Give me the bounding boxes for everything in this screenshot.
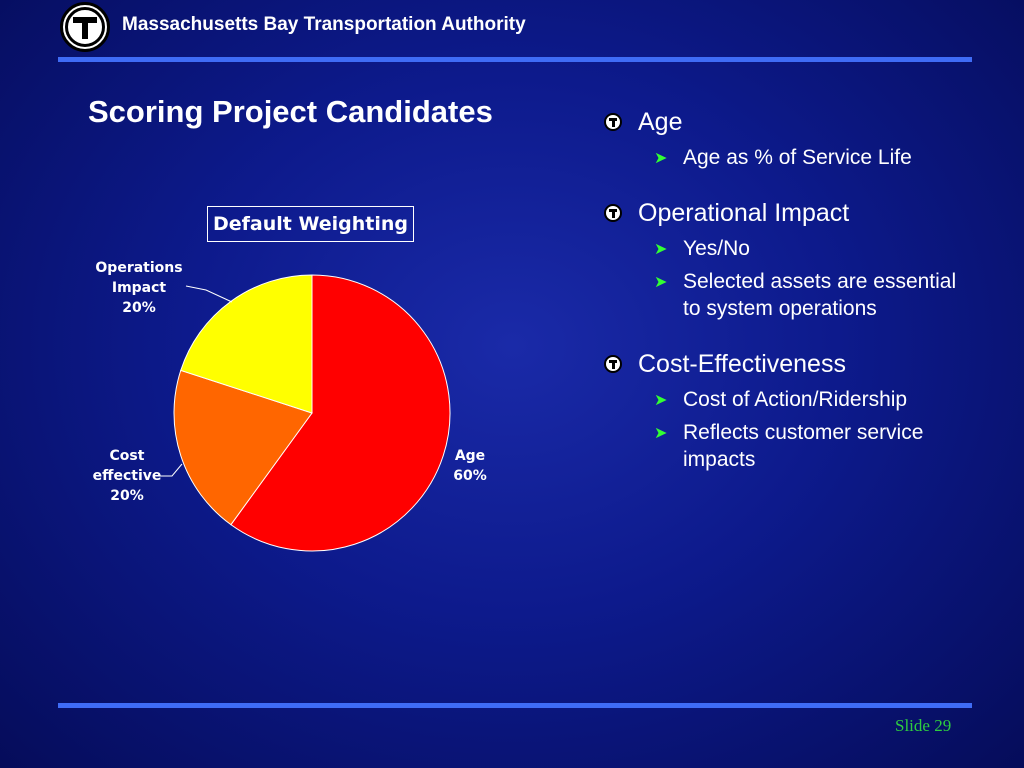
age-label-line1: Age [454,448,486,464]
ops-label-line1: Operations [95,260,183,276]
arrow-bullet-icon: ➤ [654,423,668,442]
age-label-pct: 60% [453,468,487,484]
bullet-label: Cost-Effectiveness [638,350,846,378]
sub-bullet: ➤ Cost of Action/Ridership [604,386,964,413]
ops-leader-line [185,285,233,303]
bullet-list: Age ➤ Age as % of Service Life Operation… [604,106,964,473]
sub-bullet-text: Age as % of Service Life [683,146,912,169]
bullet-operational-impact: Operational Impact [604,197,964,229]
arrow-bullet-icon: ➤ [654,272,668,291]
pie-slice-age [230,274,451,552]
sub-bullet: ➤ Selected assets are essential to syste… [604,268,964,322]
cost-label-line1: Cost [109,448,145,464]
chart-title: Default Weighting [207,206,415,242]
arrow-bullet-icon: ➤ [654,148,668,167]
pie-slice-operations-impact [180,274,313,414]
sub-bullet: ➤ Reflects customer service impacts [604,419,964,473]
footer-divider [58,703,972,708]
sub-bullet: ➤ Age as % of Service Life [604,144,964,171]
bullet-label: Age [638,108,683,136]
header-divider [58,57,972,62]
t-bullet-icon [604,204,622,222]
bullet-cost-effectiveness: Cost-Effectiveness [604,348,964,380]
pie-slice-cost-effective [173,369,313,526]
bullet-age: Age [604,106,964,138]
ops-label-line2: Impact [111,280,167,296]
sub-bullet-text: Selected assets are essential to system … [683,270,957,320]
sub-bullet: ➤ Yes/No [604,235,964,262]
mbta-logo-icon [60,2,110,52]
pie-label-operations: Operations Impact 20% [86,258,192,318]
cost-label-pct: 20% [110,488,144,504]
arrow-bullet-icon: ➤ [654,390,668,409]
t-bullet-icon [604,355,622,373]
t-bullet-icon [604,113,622,131]
sub-bullet-text: Yes/No [683,237,750,260]
arrow-bullet-icon: ➤ [654,239,668,258]
bullet-label: Operational Impact [638,199,850,227]
slide-title: Scoring Project Candidates [88,94,493,129]
pie-label-age: Age 60% [446,446,494,486]
organization-name: Massachusetts Bay Transportation Authori… [122,14,526,35]
ops-label-pct: 20% [122,300,156,316]
pie-label-cost: Cost effective 20% [84,446,170,506]
slide-number: Slide 29 [895,716,952,735]
cost-label-line2: effective [92,468,162,484]
sub-bullet-text: Cost of Action/Ridership [683,388,908,411]
sub-bullet-text: Reflects customer service impacts [683,421,924,471]
